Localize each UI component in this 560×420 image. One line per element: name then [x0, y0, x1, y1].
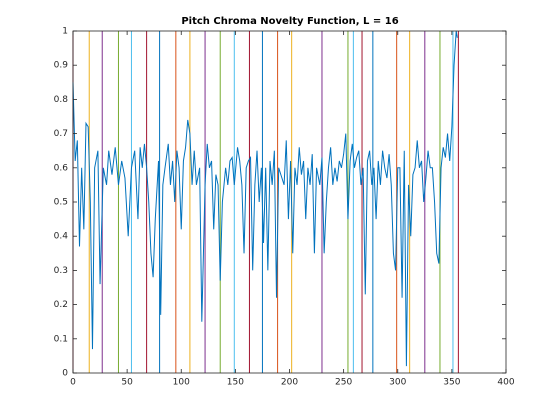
x-tick-label: 150 — [227, 378, 244, 388]
chart-title: Pitch Chroma Novelty Function, L = 16 — [181, 16, 398, 27]
y-tick-label: 0.9 — [54, 61, 69, 71]
y-tick-label: 0.4 — [54, 232, 69, 242]
x-tick-label: 400 — [497, 378, 514, 388]
y-tick-label: 0.1 — [54, 334, 68, 344]
y-tick-label: 0.2 — [54, 300, 68, 310]
x-tick-label: 300 — [389, 378, 406, 388]
y-tick-label: 0.8 — [54, 95, 69, 105]
y-tick-label: 0.6 — [54, 163, 69, 173]
x-tick-label: 50 — [121, 378, 133, 388]
x-tick-label: 200 — [281, 378, 298, 388]
y-tick-label: 0.3 — [54, 266, 68, 276]
y-tick-label: 1 — [62, 27, 68, 37]
x-tick-label: 100 — [173, 378, 190, 388]
x-tick-label: 250 — [335, 378, 352, 388]
y-tick-label: 0.7 — [54, 129, 68, 139]
y-tick-label: 0 — [62, 369, 68, 379]
novelty-line — [72, 30, 458, 367]
y-tick-label: 0.5 — [54, 198, 68, 208]
x-tick-label: 0 — [70, 378, 76, 388]
x-tick-label: 350 — [443, 378, 460, 388]
